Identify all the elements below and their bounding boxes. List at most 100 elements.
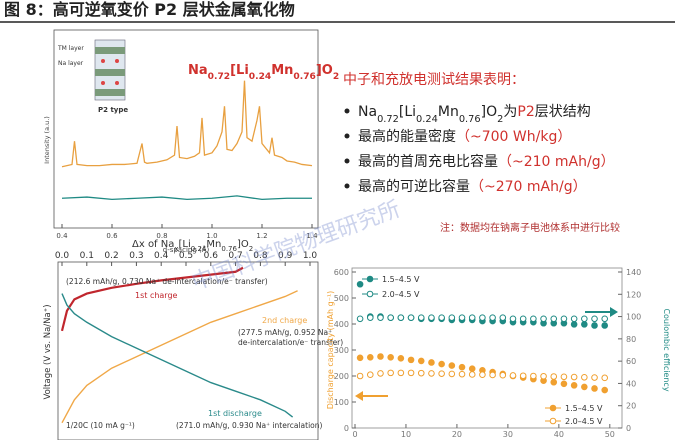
formula: Na0.72[Li0.24Mn0.76]O2 [188, 63, 339, 82]
x-tick-label: 0.5 [179, 251, 193, 261]
inset-label: Na layer [58, 60, 84, 67]
bullet: 最高的能量密度（~700 Wh/kg） [358, 128, 571, 145]
x-tick-label: 0.9 [278, 251, 293, 261]
point [581, 321, 588, 328]
point [377, 370, 384, 377]
y-tick-label: 400 [334, 320, 349, 329]
xrd-line [61, 80, 313, 168]
point [509, 372, 517, 379]
point [356, 280, 364, 288]
x-tick-label: 0.4 [56, 232, 68, 240]
formula-part: 2 [333, 72, 339, 82]
x-tick-label: 10 [401, 430, 411, 439]
point [570, 315, 578, 323]
point [428, 359, 435, 366]
x-tick-label: 1.4 [306, 232, 318, 240]
bullet-part: Mn [438, 104, 459, 120]
legend-label: 2.0–4.5 V [382, 290, 420, 299]
point [601, 374, 609, 382]
legend-marker [549, 417, 557, 425]
y2-tick-label: 60 [626, 357, 636, 366]
x-tick-label: 1.0 [206, 232, 217, 240]
voltage-line [60, 266, 244, 332]
bullet-part: 层状结构 [535, 104, 591, 120]
bullet-dots [344, 108, 350, 189]
annotation: 1/20C (10 mA g⁻¹) [66, 421, 135, 430]
x-tick-label: 40 [554, 430, 564, 439]
point [417, 369, 425, 377]
x-tick-label: 0.6 [106, 232, 118, 240]
notes-heading: 中子和充放电测试结果表明： [343, 72, 525, 88]
point [601, 386, 609, 394]
point [550, 315, 558, 323]
point [550, 378, 558, 386]
y-tick-label: 100 [334, 398, 349, 407]
y-tick-label: 0 [344, 424, 349, 433]
y2-tick-label: 100 [626, 313, 641, 322]
point [377, 314, 384, 321]
y2-tick-label: 20 [626, 402, 636, 411]
point [468, 365, 476, 373]
point [591, 322, 598, 329]
y-tick-label: 500 [334, 294, 349, 303]
point [397, 369, 405, 377]
x-axis-label: d-spacing (Å) [163, 245, 210, 254]
y-axis-label: Intensity (a.u.) [43, 116, 51, 164]
point [397, 314, 405, 321]
footnote: 注：数据均在钠离子电池体系中进行比较 [440, 221, 620, 234]
annotation: (271.0 mAh/g, 0.930 Na⁺ intercalation) [176, 421, 323, 430]
point [356, 372, 364, 380]
point [540, 372, 547, 380]
legend-marker [549, 404, 557, 412]
bullet-part: ]O [481, 104, 497, 120]
point [570, 382, 578, 389]
x-axis-label: Δx of Nax[Li0.24Mn0.76]O2 [132, 239, 253, 253]
point [356, 315, 364, 323]
point [560, 315, 568, 323]
bullet-part: （~270 mAh/g） [470, 179, 587, 195]
point [438, 370, 445, 377]
point [417, 314, 425, 321]
inset-label: TM layer [57, 45, 84, 52]
point [417, 357, 425, 365]
curve-label: 1st discharge [208, 409, 262, 418]
xrd-line [61, 195, 312, 201]
point [601, 322, 609, 329]
point [489, 314, 496, 321]
point [560, 380, 568, 388]
point [591, 385, 598, 392]
legend-marker [366, 290, 374, 298]
y2-tick-label: 80 [626, 335, 636, 344]
formula-part: Mn [271, 63, 293, 78]
point [560, 373, 568, 381]
y2-axis-label: Coulombic efficiency [662, 308, 671, 391]
point [366, 371, 374, 379]
y-axis-label: Discharge capacity (mAh g⁻¹) [326, 291, 335, 410]
point [581, 374, 588, 381]
y-tick-label: 600 [334, 268, 349, 277]
formula-part: [Li [230, 63, 249, 78]
point [499, 314, 507, 321]
curve-label: 2nd charge [262, 316, 307, 325]
point [407, 369, 415, 377]
point [458, 314, 466, 321]
bullet-part: 2 [497, 114, 503, 125]
point [428, 370, 435, 377]
inset-structure [94, 39, 126, 101]
x-axis-label-part: x [174, 245, 178, 253]
point [366, 314, 374, 321]
legend-label: 1.5–4.5 V [382, 275, 420, 284]
legend-marker [366, 275, 374, 283]
y2-tick-label: 0 [626, 424, 631, 433]
point [438, 314, 445, 321]
annotation: (212.6 mAh/g, 0.730 Na⁺ de-intercalation… [66, 277, 268, 286]
point [458, 363, 466, 371]
point [448, 362, 456, 369]
voltage-line [61, 293, 294, 418]
point [570, 373, 578, 381]
point [377, 353, 384, 360]
point [407, 314, 415, 321]
point [489, 371, 496, 379]
annotation: (277.5 mAh/g, 0.952 Na⁺ [238, 328, 332, 337]
